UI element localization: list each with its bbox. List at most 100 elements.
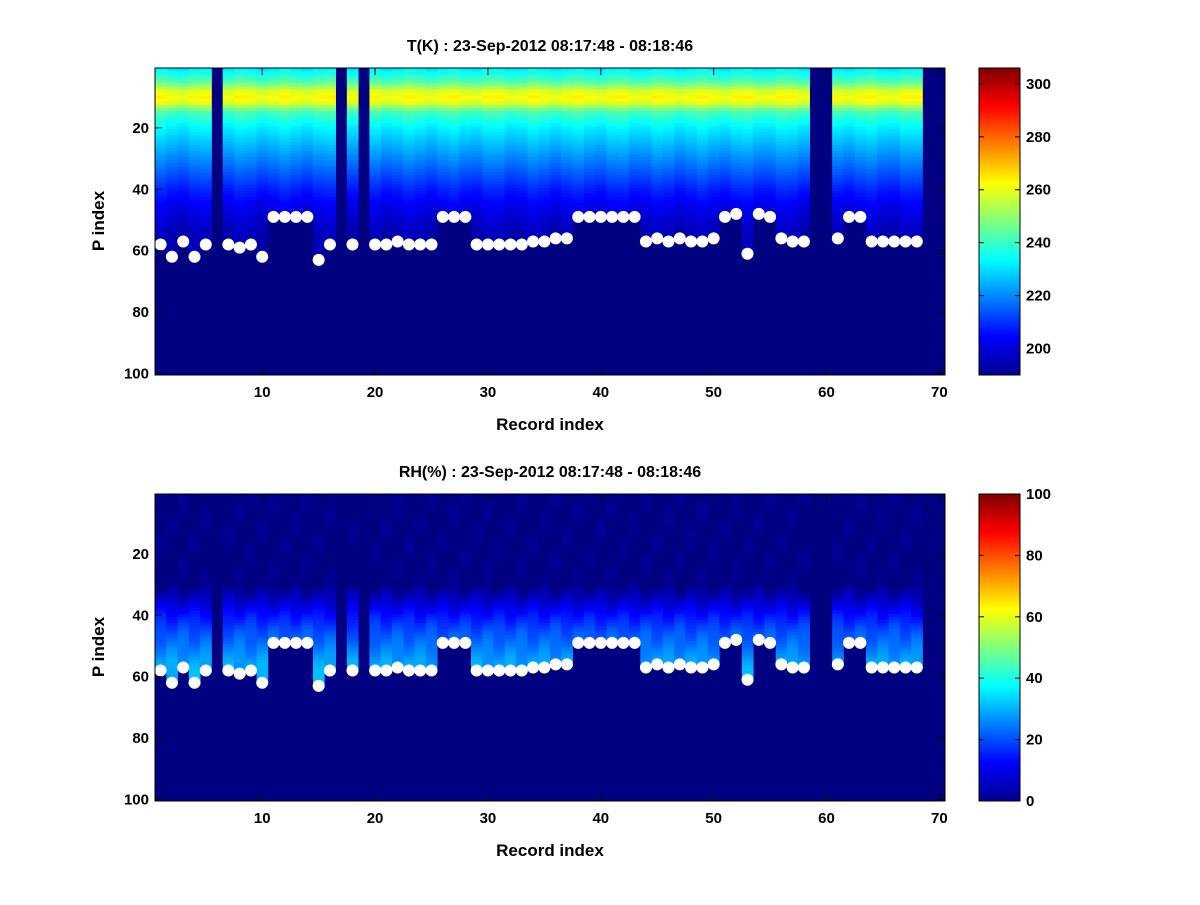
heatmap-cell bbox=[268, 200, 280, 203]
heatmap-cell bbox=[313, 592, 325, 595]
heatmap-cell bbox=[279, 562, 291, 565]
heatmap-cell bbox=[877, 222, 889, 225]
heatmap-cell bbox=[866, 188, 878, 191]
heatmap-cell bbox=[471, 172, 483, 175]
heatmap-cell bbox=[369, 574, 381, 577]
heatmap-cell bbox=[403, 574, 415, 577]
heatmap-cell bbox=[426, 629, 438, 632]
heatmap-cell bbox=[437, 203, 449, 206]
heatmap-cell bbox=[911, 231, 923, 234]
heatmap-cell bbox=[640, 136, 652, 139]
heatmap-cell bbox=[764, 163, 776, 166]
heatmap-cell bbox=[403, 519, 415, 522]
heatmap-cell bbox=[178, 102, 190, 105]
heatmap-cell bbox=[313, 237, 325, 240]
heatmap-cell bbox=[731, 74, 743, 77]
heatmap-cell bbox=[460, 595, 472, 598]
heatmap-cell bbox=[324, 589, 336, 592]
heatmap-cell bbox=[245, 154, 257, 157]
heatmap-cell bbox=[324, 234, 336, 237]
heatmap-cell bbox=[742, 86, 754, 89]
heatmap-cell bbox=[889, 74, 901, 77]
heatmap-cell bbox=[573, 129, 585, 132]
heatmap-cell bbox=[189, 237, 201, 240]
heatmap-cell bbox=[302, 574, 314, 577]
heatmap-cell bbox=[798, 166, 810, 169]
surface-marker bbox=[313, 254, 325, 266]
heatmap-cell bbox=[573, 120, 585, 123]
heatmap-cell bbox=[245, 552, 257, 555]
heatmap-cell bbox=[324, 540, 336, 543]
heatmap-cell bbox=[313, 558, 325, 561]
heatmap-cell bbox=[843, 154, 855, 157]
heatmap-cell bbox=[719, 139, 731, 142]
heatmap-cell bbox=[369, 148, 381, 151]
heatmap-cell bbox=[381, 644, 393, 647]
heatmap-cell bbox=[719, 83, 731, 86]
heatmap-cell bbox=[776, 129, 788, 132]
heatmap-cell bbox=[155, 651, 167, 654]
heatmap-cell bbox=[911, 191, 923, 194]
heatmap-cell bbox=[539, 222, 551, 225]
heatmap-cell bbox=[866, 163, 878, 166]
heatmap-cell bbox=[776, 212, 788, 215]
heatmap-cell bbox=[618, 117, 630, 120]
heatmap-cell bbox=[381, 549, 393, 552]
heatmap-cell bbox=[629, 197, 641, 200]
heatmap-cell bbox=[223, 148, 235, 151]
heatmap-cell bbox=[742, 225, 754, 228]
heatmap-cell bbox=[674, 179, 686, 182]
heatmap-cell bbox=[855, 68, 867, 71]
heatmap-cell bbox=[392, 515, 404, 518]
heatmap-cell bbox=[178, 126, 190, 129]
heatmap-cell bbox=[268, 68, 280, 71]
heatmap-cell bbox=[268, 96, 280, 99]
heatmap-cell bbox=[573, 68, 585, 71]
heatmap-cell bbox=[290, 540, 302, 543]
heatmap-cell bbox=[911, 166, 923, 169]
heatmap-cell bbox=[606, 197, 618, 200]
heatmap-cell bbox=[731, 117, 743, 120]
heatmap-cell bbox=[189, 558, 201, 561]
heatmap-cell bbox=[415, 558, 427, 561]
heatmap-cell bbox=[652, 206, 664, 209]
heatmap-cell bbox=[279, 80, 291, 83]
heatmap-cell bbox=[369, 546, 381, 549]
heatmap-cell bbox=[234, 212, 246, 215]
heatmap-cell bbox=[606, 117, 618, 120]
heatmap-cell bbox=[674, 154, 686, 157]
heatmap-cell bbox=[787, 157, 799, 160]
heatmap-cell bbox=[889, 212, 901, 215]
heatmap-cell bbox=[900, 132, 912, 135]
heatmap-cell bbox=[415, 93, 427, 96]
heatmap-cell bbox=[245, 197, 257, 200]
heatmap-cell bbox=[674, 68, 686, 71]
heatmap-cell bbox=[719, 154, 731, 157]
heatmap-cell bbox=[166, 123, 178, 126]
heatmap-cell bbox=[719, 169, 731, 172]
heatmap-cell bbox=[685, 160, 697, 163]
heatmap-cell bbox=[290, 157, 302, 160]
heatmap-cell bbox=[200, 145, 212, 148]
heatmap-cell bbox=[268, 577, 280, 580]
heatmap-cell bbox=[189, 549, 201, 552]
heatmap-cell bbox=[753, 182, 765, 185]
heatmap-cell bbox=[629, 206, 641, 209]
heatmap-cell bbox=[900, 114, 912, 117]
heatmap-cell bbox=[347, 525, 359, 528]
heatmap-cell bbox=[426, 142, 438, 145]
heatmap-cell bbox=[245, 540, 257, 543]
heatmap-cell bbox=[426, 126, 438, 129]
heatmap-cell bbox=[889, 102, 901, 105]
heatmap-cell bbox=[606, 111, 618, 114]
heatmap-cell bbox=[866, 212, 878, 215]
heatmap-cell bbox=[900, 185, 912, 188]
heatmap-cell bbox=[245, 188, 257, 191]
heatmap-cell bbox=[324, 218, 336, 221]
heatmap-cell bbox=[776, 132, 788, 135]
heatmap-cell bbox=[539, 83, 551, 86]
heatmap-cell bbox=[369, 540, 381, 543]
heatmap-cell bbox=[415, 191, 427, 194]
heatmap-cell bbox=[392, 212, 404, 215]
heatmap-cell bbox=[753, 105, 765, 108]
